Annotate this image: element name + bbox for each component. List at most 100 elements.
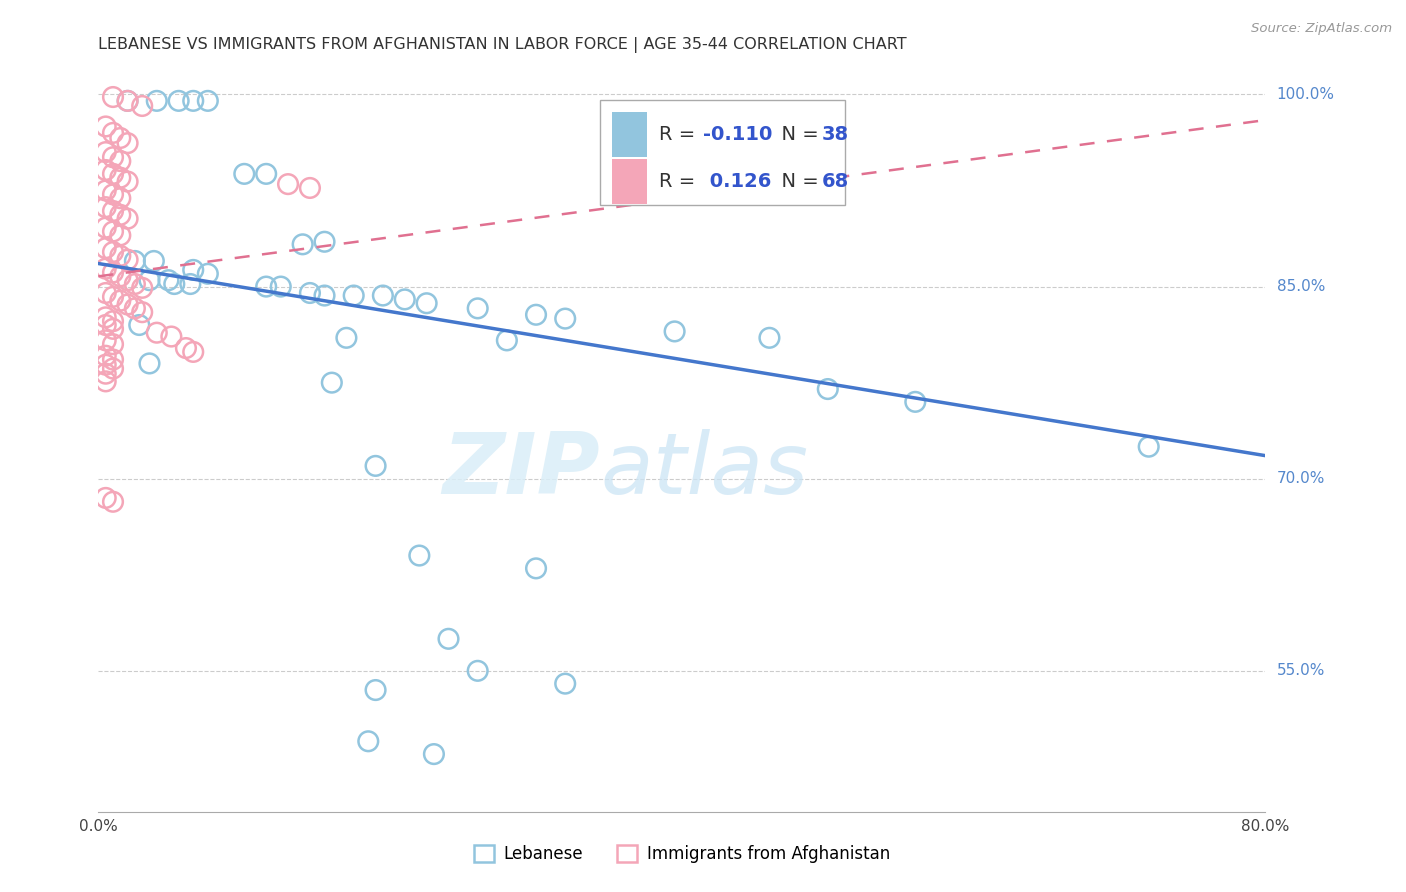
Point: [298, 181, 321, 195]
Text: ZIP: ZIP: [443, 429, 600, 512]
Point: [117, 252, 139, 267]
Point: [124, 277, 146, 291]
Point: [524, 561, 547, 575]
Point: [131, 99, 153, 113]
Text: 100.0%: 100.0%: [1277, 87, 1334, 102]
Point: [117, 273, 139, 287]
Text: R =: R =: [658, 172, 702, 191]
Point: [94, 310, 117, 325]
Point: [554, 311, 576, 326]
Text: 38: 38: [823, 125, 849, 144]
Point: [117, 94, 139, 108]
Point: [181, 94, 204, 108]
Point: [254, 279, 277, 293]
Point: [364, 683, 387, 698]
Point: [167, 94, 190, 108]
Point: [94, 163, 117, 178]
Point: [94, 145, 117, 160]
Point: [467, 301, 489, 316]
Point: [101, 265, 124, 279]
Point: [110, 170, 132, 185]
Point: [364, 458, 387, 473]
Point: [554, 676, 576, 690]
Text: atlas: atlas: [600, 429, 808, 512]
Point: [1137, 440, 1160, 454]
Text: R =: R =: [658, 125, 702, 144]
FancyBboxPatch shape: [612, 112, 647, 157]
Point: [357, 734, 380, 748]
Point: [138, 273, 160, 287]
Point: [94, 120, 117, 134]
Text: -0.110: -0.110: [703, 125, 772, 144]
Point: [142, 254, 165, 268]
Point: [131, 281, 153, 295]
Point: [146, 94, 169, 108]
Point: [335, 331, 357, 345]
Point: [408, 549, 430, 563]
Point: [394, 293, 416, 307]
Point: [343, 288, 366, 302]
Point: [817, 382, 839, 396]
Point: [146, 326, 169, 340]
Point: [101, 337, 124, 351]
Point: [181, 345, 204, 359]
Point: [314, 288, 336, 302]
FancyBboxPatch shape: [612, 160, 647, 204]
Point: [179, 277, 201, 291]
Text: LEBANESE VS IMMIGRANTS FROM AFGHANISTAN IN LABOR FORCE | AGE 35-44 CORRELATION C: LEBANESE VS IMMIGRANTS FROM AFGHANISTAN …: [98, 37, 907, 53]
Point: [94, 375, 117, 389]
Point: [467, 664, 489, 678]
Point: [117, 175, 139, 189]
Point: [101, 126, 124, 140]
Point: [117, 211, 139, 226]
Point: [117, 297, 139, 311]
Point: [94, 184, 117, 198]
Point: [124, 301, 146, 316]
Text: N =: N =: [769, 172, 825, 191]
Point: [174, 341, 197, 355]
Point: [495, 334, 517, 348]
Point: [277, 177, 299, 191]
Point: [101, 204, 124, 219]
Point: [101, 322, 124, 336]
Point: [94, 349, 117, 363]
Point: [233, 167, 256, 181]
Point: [101, 314, 124, 328]
Point: [138, 356, 160, 370]
Text: N =: N =: [769, 125, 825, 144]
Point: [110, 228, 132, 243]
Point: [157, 273, 180, 287]
Point: [423, 747, 446, 761]
Point: [321, 376, 343, 390]
Point: [110, 208, 132, 222]
Text: Source: ZipAtlas.com: Source: ZipAtlas.com: [1251, 22, 1392, 36]
Point: [197, 267, 219, 281]
Point: [181, 263, 204, 277]
Point: [94, 261, 117, 276]
Point: [101, 90, 124, 104]
Point: [94, 220, 117, 235]
Point: [197, 94, 219, 108]
Point: [110, 249, 132, 263]
Point: [101, 167, 124, 181]
Text: 55.0%: 55.0%: [1277, 664, 1324, 678]
Text: 85.0%: 85.0%: [1277, 279, 1324, 294]
Point: [117, 94, 139, 108]
Point: [101, 290, 124, 304]
Point: [270, 279, 292, 293]
Point: [94, 491, 117, 505]
Point: [298, 285, 321, 300]
Point: [101, 361, 124, 376]
Point: [101, 187, 124, 202]
Point: [94, 367, 117, 381]
Point: [101, 352, 124, 367]
Point: [101, 225, 124, 239]
Point: [101, 495, 124, 509]
Point: [110, 269, 132, 284]
Point: [291, 237, 314, 252]
Point: [524, 308, 547, 322]
Text: 68: 68: [823, 172, 849, 191]
Point: [94, 200, 117, 214]
Text: 70.0%: 70.0%: [1277, 471, 1324, 486]
Point: [94, 358, 117, 372]
